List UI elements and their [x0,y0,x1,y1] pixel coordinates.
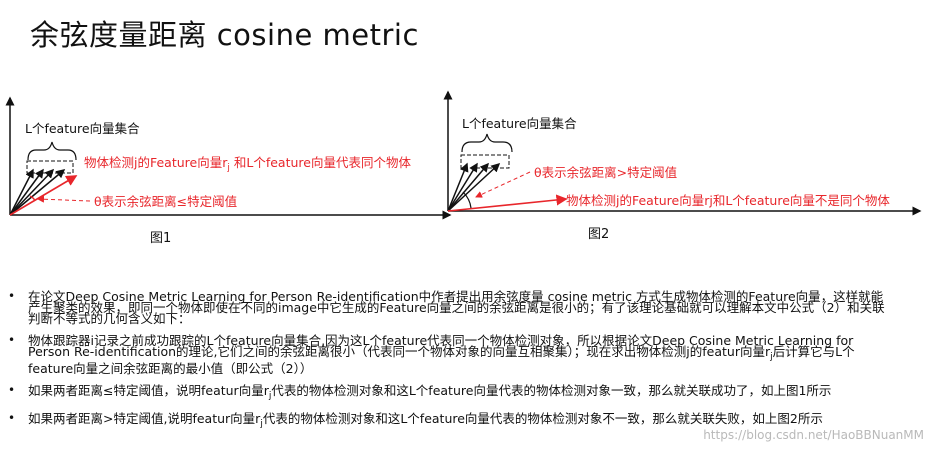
fig1-caption: 图1 [150,231,171,246]
watermark: https://blog.csdn.net/HaoBBNuanMM [703,428,924,442]
explanation-list: 在论文Deep Cosine Metric Learning for Perso… [8,290,888,441]
figure-2: L个feature向量集合 θ表示余弦距离>特定阈值 物体检测j的Feature… [443,90,922,242]
fig1-brace [27,141,77,161]
fig2-detection-vector [447,194,568,212]
fig2-set-label: L个feature向量集合 [462,116,577,131]
fig1-threshold-label: θ表示余弦距离≤特定阈值 [94,194,237,209]
bullet-item: 如果两者距离>特定阈值,说明featur向量rj代表的物体检测对象和这L个fea… [8,412,888,430]
bullet-item: 如果两者距离≤特定阈值，说明featur向量rj代表的物体检测对象和这L个fea… [8,384,888,402]
fig2-threshold-pointer [475,171,531,198]
fig2-vector-set-box [460,154,510,169]
fig2-caption: 图2 [588,227,609,242]
fig1-detection-vector [9,175,78,216]
fig1-feature-vector [9,169,66,216]
figure-1: L个feature向量集合 物体检测j的Feature向量rj 和L个featu… [5,96,452,246]
fig2-feature-vector [447,162,489,212]
fig2-threshold-label: θ表示余弦距离>特定阈值 [534,165,677,180]
fig2-feature-vector [447,162,501,212]
fig1-feature-vector [9,168,55,216]
fig2-brace [461,133,513,153]
bullet-item: 在论文Deep Cosine Metric Learning for Perso… [8,290,888,325]
bullet-item: 物体跟踪器i记录之前成功跟踪的L个feature向量集合,因为这L个featur… [8,334,888,375]
fig1-feature-vector [9,168,34,216]
fig2-feature-vector [447,162,469,212]
fig1-detection-label: 物体检测j的Feature向量rj 和L个feature向量代表同个物体 [84,155,411,173]
fig2-feature-vector [447,162,478,212]
cosine-diagram-canvas: L个feature向量集合 物体检测j的Feature向量rj 和L个featu… [5,90,922,246]
fig2-theta-arc [462,191,472,209]
fig1-theta-arc [29,195,36,202]
fig1-threshold-pointer [37,195,91,203]
fig1-vector-set-box [26,160,74,174]
fig2-detection-label: 物体检测j的Feature向量rj和L个feature向量不是同个物体 [566,193,890,208]
page-title: 余弦度量距离 cosine metric [30,18,419,52]
fig1-feature-vector [9,168,44,216]
fig1-set-label: L个feature向量集合 [25,121,140,136]
